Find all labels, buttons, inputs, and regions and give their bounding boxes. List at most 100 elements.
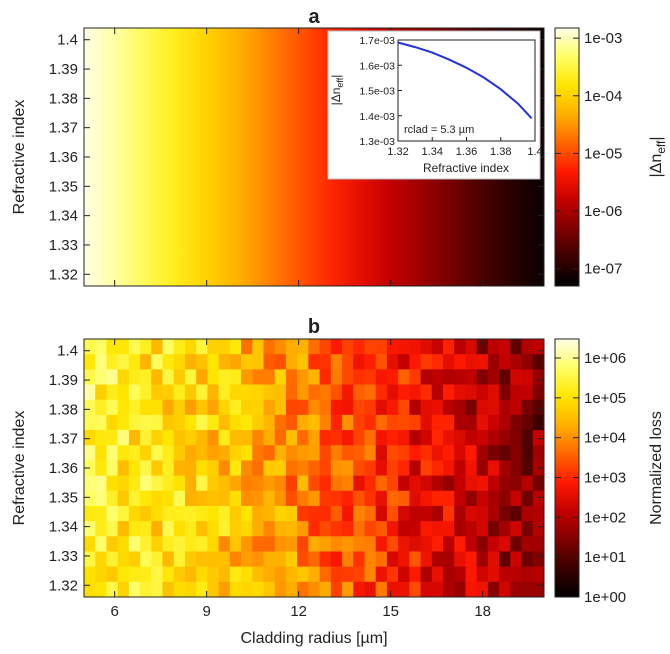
heatmap-cell xyxy=(375,384,388,401)
heatmap-cell xyxy=(420,384,433,401)
heatmap-cell xyxy=(151,369,163,385)
heatmap-cell xyxy=(487,566,500,583)
heatmap-cell xyxy=(409,475,421,492)
heatmap-cell xyxy=(386,354,399,370)
heatmap-cell xyxy=(285,521,298,537)
heatmap-cell xyxy=(375,475,388,492)
heatmap-cell xyxy=(95,445,107,461)
heatmap-cell xyxy=(184,369,197,385)
heatmap-cell xyxy=(241,475,253,492)
heatmap-cell xyxy=(308,566,321,583)
heatmap-cell xyxy=(162,384,175,401)
heatmap-cell xyxy=(431,354,444,370)
heatmap-cell xyxy=(319,475,332,492)
heatmap-cell xyxy=(409,551,421,568)
heatmap-cell xyxy=(173,354,186,370)
heatmap-cell xyxy=(218,430,231,446)
heatmap-cell xyxy=(487,581,500,598)
heatmap-cell xyxy=(330,490,343,507)
heatmap-cell xyxy=(420,581,433,598)
heatmap-cell xyxy=(84,399,96,416)
heatmap-cell xyxy=(375,399,388,416)
heatmap-cell xyxy=(128,505,141,522)
heatmap-cell xyxy=(95,581,107,598)
heatmap-cell xyxy=(409,339,421,355)
heatmap-cell xyxy=(510,414,522,431)
heatmap-cell xyxy=(117,414,130,431)
heatmap-cell xyxy=(95,566,107,583)
heatmap-cell xyxy=(95,475,107,492)
colorbar-a: 1e-03 1e-04 1e-05 1e-06 1e-07 |Δneff| xyxy=(554,27,668,287)
heatmap-cell xyxy=(342,536,354,552)
heatmap-cell xyxy=(532,581,545,598)
heatmap-cell xyxy=(330,339,343,355)
heatmap-cell xyxy=(297,339,309,355)
panel-a-title: a xyxy=(308,6,320,28)
heatmap-cell xyxy=(218,354,231,370)
heatmap-cell xyxy=(375,521,388,537)
heatmap-cell xyxy=(106,505,119,522)
heatmap-cell xyxy=(476,490,489,507)
heatmap-cell xyxy=(454,536,466,552)
heatmap-cell xyxy=(274,551,287,568)
heatmap-cell xyxy=(252,505,264,522)
colorbar-tick-label: 1e+02 xyxy=(584,509,626,526)
heatmap-cell xyxy=(297,490,309,507)
heatmap-cell xyxy=(398,490,410,507)
heatmap-cell xyxy=(409,430,421,446)
heatmap-cell xyxy=(162,339,175,355)
heatmap-cell xyxy=(106,354,119,370)
heatmap-cell xyxy=(184,430,197,446)
heatmap-cell xyxy=(263,369,276,385)
heatmap-cell xyxy=(128,430,141,446)
heatmap-cell xyxy=(229,581,242,598)
heatmap-cell xyxy=(431,566,444,583)
heatmap-cell xyxy=(95,399,107,416)
heatmap-cell xyxy=(297,475,309,492)
heatmap-cell xyxy=(443,460,455,476)
heatmap-cell xyxy=(196,414,208,431)
heatmap-cell xyxy=(106,430,119,446)
heatmap-cell xyxy=(106,399,119,416)
heatmap-cell xyxy=(84,551,96,568)
heatmap-cell xyxy=(95,369,107,385)
heatmap-cell xyxy=(196,581,208,598)
panel-b-heatmap xyxy=(84,339,545,598)
heatmap-cell xyxy=(173,399,186,416)
heatmap-cell xyxy=(162,460,175,476)
heatmap-cell xyxy=(297,551,309,568)
heatmap-cell xyxy=(241,551,253,568)
heatmap-cell xyxy=(521,354,534,370)
heatmap-cell xyxy=(151,536,163,552)
heatmap-cell xyxy=(252,475,264,492)
heatmap-cell xyxy=(173,339,186,355)
heatmap-cell xyxy=(117,339,130,355)
heatmap-cell xyxy=(330,505,343,522)
heatmap-cell xyxy=(364,581,377,598)
heatmap-cell xyxy=(319,399,332,416)
heatmap-cell xyxy=(207,354,220,370)
heatmap-cell xyxy=(241,581,253,598)
heatmap-cell xyxy=(196,399,208,416)
heatmap-cell xyxy=(443,339,455,355)
heatmap-cell xyxy=(420,399,433,416)
heatmap-cell xyxy=(151,475,163,492)
heatmap-cell xyxy=(454,414,466,431)
heatmap-cell xyxy=(353,475,365,492)
heatmap-cell xyxy=(128,475,141,492)
heatmap-cell xyxy=(84,414,96,431)
heatmap-cell xyxy=(330,414,343,431)
heatmap-cell xyxy=(218,475,231,492)
heatmap-cell xyxy=(431,445,444,461)
heatmap-cell xyxy=(454,566,466,583)
heatmap-cell xyxy=(476,460,489,476)
colorbar-tick-label: 1e+04 xyxy=(584,430,626,447)
heatmap-cell xyxy=(342,551,354,568)
heatmap-cell xyxy=(330,521,343,537)
heatmap-cell xyxy=(173,536,186,552)
heatmap-cell xyxy=(443,475,455,492)
heatmap-cell xyxy=(162,399,175,416)
heatmap-cell xyxy=(297,430,309,446)
heatmap-cell xyxy=(95,460,107,476)
